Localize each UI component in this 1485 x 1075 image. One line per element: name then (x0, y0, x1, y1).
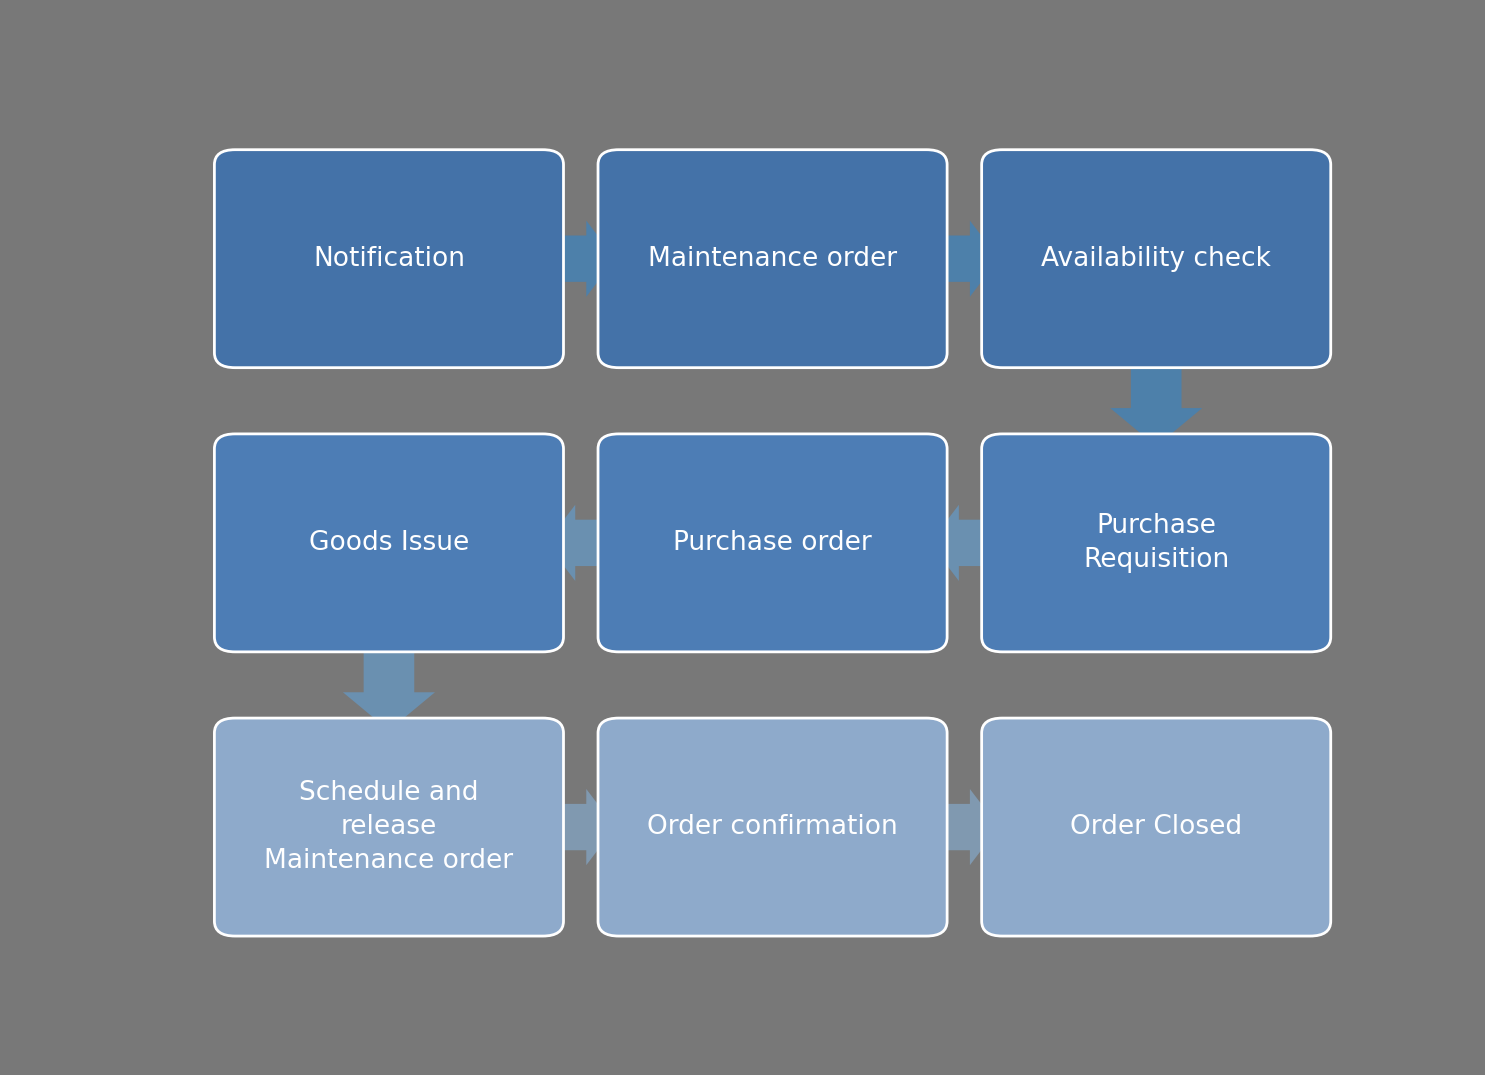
FancyBboxPatch shape (982, 718, 1331, 936)
Polygon shape (546, 220, 615, 297)
Text: Goods Issue: Goods Issue (309, 530, 469, 556)
Polygon shape (1111, 355, 1203, 446)
Text: Maintenance order: Maintenance order (647, 246, 897, 272)
FancyBboxPatch shape (982, 434, 1331, 651)
FancyBboxPatch shape (214, 149, 563, 368)
FancyBboxPatch shape (598, 718, 947, 936)
FancyBboxPatch shape (214, 718, 563, 936)
FancyBboxPatch shape (598, 434, 947, 651)
Polygon shape (930, 220, 999, 297)
FancyBboxPatch shape (214, 434, 563, 651)
FancyBboxPatch shape (598, 149, 947, 368)
Polygon shape (930, 505, 999, 580)
Text: Purchase
Requisition: Purchase Requisition (1083, 513, 1230, 573)
Text: Schedule and
release
Maintenance order: Schedule and release Maintenance order (264, 780, 514, 874)
Polygon shape (546, 505, 615, 580)
Text: Purchase order: Purchase order (673, 530, 872, 556)
Polygon shape (546, 789, 615, 865)
Text: Order confirmation: Order confirmation (647, 814, 898, 840)
Text: Availability check: Availability check (1041, 246, 1271, 272)
Polygon shape (343, 640, 435, 731)
Text: Order Closed: Order Closed (1071, 814, 1243, 840)
Text: Notification: Notification (313, 246, 465, 272)
Polygon shape (930, 789, 999, 865)
FancyBboxPatch shape (982, 149, 1331, 368)
